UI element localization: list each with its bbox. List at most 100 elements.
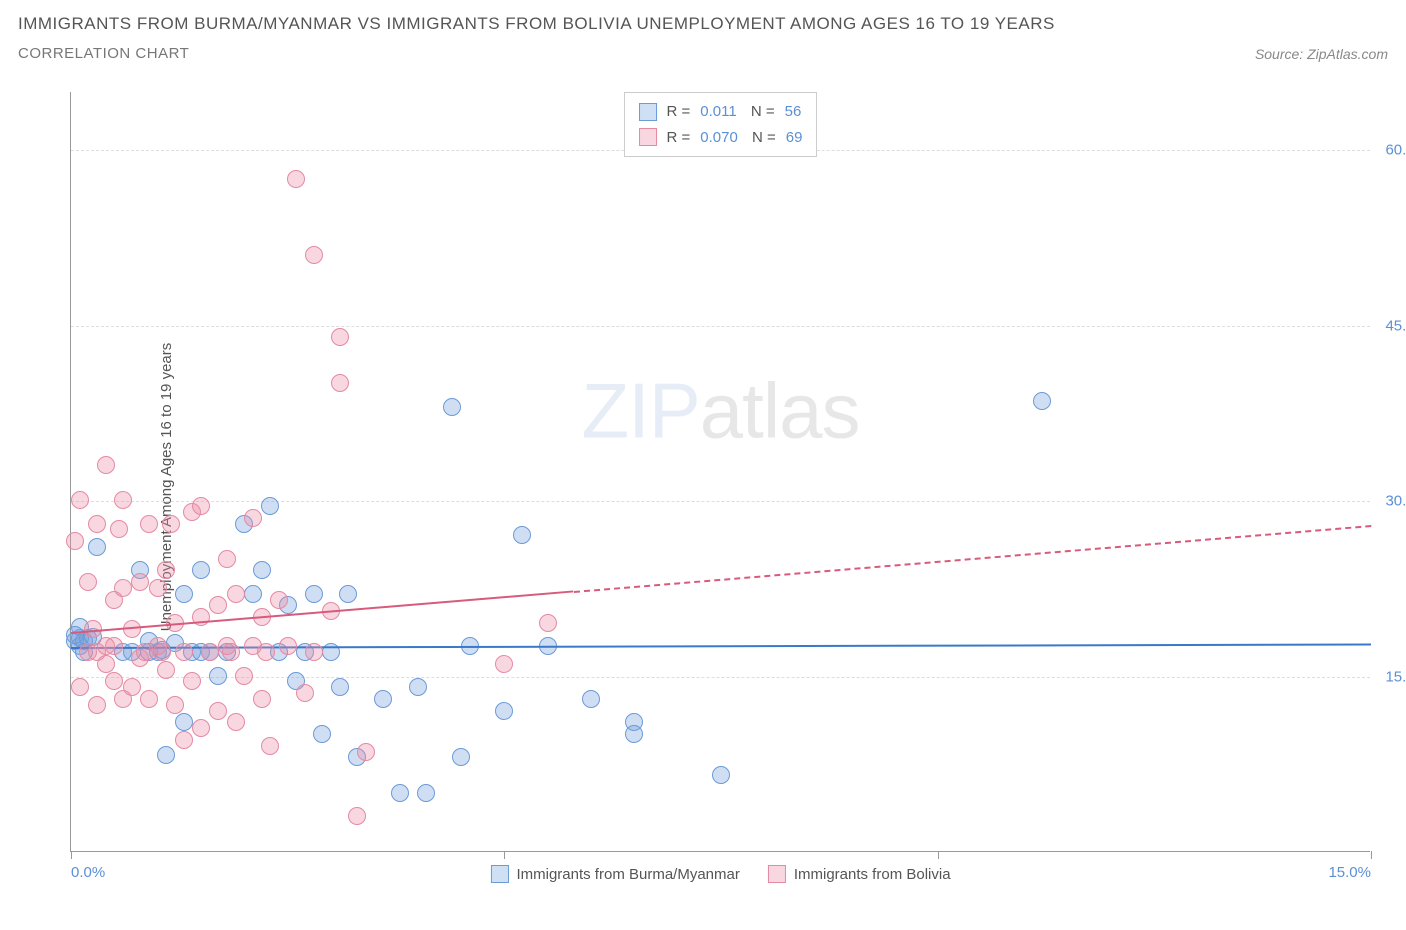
data-point bbox=[209, 596, 227, 614]
y-tick-label: 45.0% bbox=[1385, 317, 1406, 334]
data-point bbox=[66, 626, 84, 644]
data-point bbox=[261, 497, 279, 515]
stat-n-label: N = bbox=[748, 125, 776, 151]
data-point bbox=[313, 725, 331, 743]
y-gridline bbox=[71, 326, 1370, 327]
data-point bbox=[331, 328, 349, 346]
data-point bbox=[391, 784, 409, 802]
data-point bbox=[162, 515, 180, 533]
data-point bbox=[443, 398, 461, 416]
data-point bbox=[539, 614, 557, 632]
chart-title: IMMIGRANTS FROM BURMA/MYANMAR VS IMMIGRA… bbox=[18, 10, 1388, 37]
data-point bbox=[244, 509, 262, 527]
legend-swatch bbox=[490, 865, 508, 883]
chart-area: Unemployment Among Ages 16 to 19 years Z… bbox=[60, 92, 1390, 882]
stat-n-label: N = bbox=[747, 99, 775, 125]
data-point bbox=[227, 585, 245, 603]
data-point bbox=[157, 561, 175, 579]
data-point bbox=[183, 672, 201, 690]
data-point bbox=[166, 696, 184, 714]
y-gridline bbox=[71, 677, 1370, 678]
data-point bbox=[235, 667, 253, 685]
data-point bbox=[192, 719, 210, 737]
legend-label: Immigrants from Burma/Myanmar bbox=[516, 866, 739, 883]
data-point bbox=[227, 713, 245, 731]
data-point bbox=[71, 678, 89, 696]
legend-item: Immigrants from Burma/Myanmar bbox=[490, 865, 739, 883]
data-point bbox=[88, 538, 106, 556]
data-point bbox=[287, 170, 305, 188]
legend-item: Immigrants from Bolivia bbox=[768, 865, 951, 883]
data-point bbox=[88, 515, 106, 533]
x-tick bbox=[938, 851, 939, 859]
data-point bbox=[175, 731, 193, 749]
trend-line-extrapolated bbox=[574, 525, 1371, 593]
data-point bbox=[131, 573, 149, 591]
data-point bbox=[374, 690, 392, 708]
data-point bbox=[339, 585, 357, 603]
data-point bbox=[253, 690, 271, 708]
data-point bbox=[114, 491, 132, 509]
data-point bbox=[582, 690, 600, 708]
data-point bbox=[305, 585, 323, 603]
y-tick-label: 15.0% bbox=[1385, 668, 1406, 685]
watermark-zip: ZIP bbox=[581, 366, 699, 454]
legend-swatch bbox=[639, 103, 657, 121]
watermark-atlas: atlas bbox=[700, 366, 860, 454]
data-point bbox=[71, 491, 89, 509]
chart-subtitle: CORRELATION CHART bbox=[18, 45, 189, 62]
data-point bbox=[409, 678, 427, 696]
data-point bbox=[175, 713, 193, 731]
trend-line bbox=[71, 591, 574, 635]
data-point bbox=[305, 643, 323, 661]
data-point bbox=[201, 643, 219, 661]
y-tick-label: 60.0% bbox=[1385, 142, 1406, 159]
data-point bbox=[625, 725, 643, 743]
stat-r-value: 0.070 bbox=[700, 125, 738, 151]
stat-n-value: 69 bbox=[786, 125, 803, 151]
data-point bbox=[110, 520, 128, 538]
data-point bbox=[348, 807, 366, 825]
data-point bbox=[279, 637, 297, 655]
source-attribution: Source: ZipAtlas.com bbox=[1255, 46, 1388, 62]
data-point bbox=[175, 585, 193, 603]
data-point bbox=[296, 684, 314, 702]
data-point bbox=[712, 766, 730, 784]
data-point bbox=[270, 591, 288, 609]
data-point bbox=[331, 678, 349, 696]
data-point bbox=[452, 748, 470, 766]
data-point bbox=[79, 573, 97, 591]
x-tick-label: 0.0% bbox=[71, 864, 105, 881]
x-tick-label: 15.0% bbox=[1328, 864, 1371, 881]
legend-swatch bbox=[639, 128, 657, 146]
stat-n-value: 56 bbox=[785, 99, 802, 125]
stats-legend-row: R = 0.070 N = 69 bbox=[639, 125, 803, 151]
data-point bbox=[97, 456, 115, 474]
data-point bbox=[175, 643, 193, 661]
stats-legend: R = 0.011 N = 56 R = 0.070 N = 69 bbox=[624, 92, 818, 157]
data-point bbox=[153, 643, 171, 661]
data-point bbox=[417, 784, 435, 802]
x-tick bbox=[504, 851, 505, 859]
data-point bbox=[331, 374, 349, 392]
chart-header: IMMIGRANTS FROM BURMA/MYANMAR VS IMMIGRA… bbox=[0, 0, 1406, 62]
stat-r-value: 0.011 bbox=[700, 99, 736, 125]
watermark: ZIPatlas bbox=[581, 365, 859, 456]
legend-label: Immigrants from Bolivia bbox=[794, 866, 951, 883]
data-point bbox=[513, 526, 531, 544]
data-point bbox=[209, 702, 227, 720]
stat-r-label: R = bbox=[667, 99, 691, 125]
stat-r-label: R = bbox=[667, 125, 691, 151]
x-tick bbox=[71, 851, 72, 859]
data-point bbox=[105, 672, 123, 690]
data-point bbox=[123, 678, 141, 696]
data-point bbox=[244, 585, 262, 603]
data-point bbox=[192, 561, 210, 579]
data-point bbox=[495, 702, 513, 720]
data-point bbox=[66, 532, 84, 550]
legend-swatch bbox=[768, 865, 786, 883]
subtitle-row: CORRELATION CHART Source: ZipAtlas.com bbox=[18, 45, 1388, 62]
data-point bbox=[105, 637, 123, 655]
data-point bbox=[149, 579, 167, 597]
plot-area: ZIPatlas R =0.011 N =56R =0.070 N =69 Im… bbox=[70, 92, 1370, 852]
